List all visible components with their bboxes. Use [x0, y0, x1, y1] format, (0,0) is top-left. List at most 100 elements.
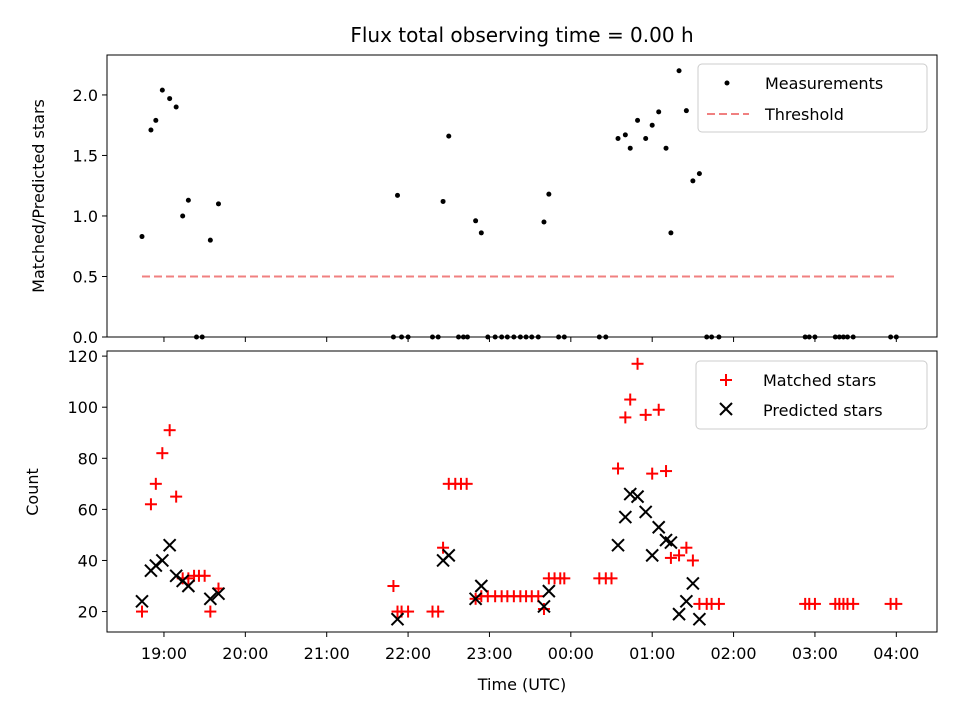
- predicted-star-point: [623, 487, 637, 501]
- top-legend: Measurements Threshold: [697, 63, 928, 133]
- predicted-star-d2: [618, 510, 633, 524]
- predicted-star-point: [181, 579, 196, 593]
- matched-star-point: [680, 541, 693, 554]
- bottom-y-tick-label: 80: [78, 449, 98, 468]
- predicted-star-point: [638, 505, 653, 519]
- predicted-star-d2: [203, 592, 218, 606]
- predicted-star-d2: [651, 520, 666, 534]
- predicted-star-point: [651, 520, 666, 534]
- predicted-star-d2: [645, 548, 659, 563]
- bottom-y-tick-label: 120: [67, 347, 98, 366]
- measurement-point: [215, 201, 221, 207]
- x-tick-label: 20:00: [222, 644, 268, 663]
- predicted-star-d2: [611, 538, 625, 552]
- measurement-point: [159, 87, 165, 93]
- predicted-star-point: [630, 489, 645, 504]
- chart-title: Flux total observing time = 0.00 h: [350, 23, 693, 47]
- bottom-y-tick-label: 40: [78, 551, 98, 570]
- matched-star-point: [646, 467, 659, 480]
- predicted-star-point: [162, 538, 177, 552]
- measurement-point: [622, 132, 628, 138]
- bottom-legend-box: [695, 360, 928, 430]
- x-tick-label: 22:00: [385, 644, 431, 663]
- matched-star-point: [156, 447, 169, 460]
- predicted-star-point: [542, 584, 556, 598]
- matched-star-point: [387, 580, 400, 593]
- measurement-point: [615, 136, 621, 142]
- top-legend-box: [697, 63, 928, 133]
- matched-star-point: [204, 605, 217, 618]
- matched-star-point: [537, 603, 550, 616]
- measurement-point: [395, 192, 400, 198]
- matched-star-point: [808, 597, 821, 610]
- measurement-point: [207, 237, 213, 243]
- predicted-star-d2: [686, 576, 700, 591]
- measurement-point: [148, 127, 154, 133]
- top-y-tick-label: 2.0: [73, 86, 98, 105]
- matched-star-point: [847, 597, 860, 610]
- predicted-star-point: [155, 553, 170, 568]
- legend-predicted-label: Predicted stars: [763, 401, 883, 420]
- top-axes-frame: [106, 54, 938, 338]
- bottom-x-ticks: 19:00 20:00 21:00 22:00 23:00 00:00 01:00 02:00…: [141, 632, 919, 663]
- measurement-point: [696, 171, 702, 177]
- measurement-point: [643, 136, 649, 142]
- predicted-star-d2: [542, 584, 556, 598]
- matched-star-point: [890, 597, 903, 610]
- bottom-y-tick-label: 60: [78, 500, 98, 519]
- predicted-star-point: [686, 576, 700, 591]
- counts-panel: Count Time (UTC) 20 40 60 80 100 120 19:00 20:…: [23, 347, 938, 694]
- predicted-star-point: [203, 592, 218, 606]
- predicted-star-d2: [638, 505, 653, 519]
- top-y-tick-label: 0.0: [73, 328, 98, 347]
- predicted-star-d2: [135, 594, 149, 609]
- matched-star-point: [163, 424, 176, 437]
- predicted-star-d2: [623, 487, 637, 501]
- matched-star-point: [660, 465, 673, 478]
- predicted-star-point: [611, 538, 625, 552]
- legend-threshold-label: Threshold: [764, 105, 844, 124]
- legend-measurements-label: Measurements: [765, 74, 883, 93]
- measurement-point: [180, 213, 186, 219]
- predicted-star-d2: [474, 579, 489, 593]
- bottom-y-axis-label: Count: [23, 468, 42, 516]
- matched-star-point: [402, 605, 415, 618]
- measurement-point: [153, 117, 159, 123]
- measurement-point: [627, 145, 633, 151]
- legend-predicted-marker: [719, 402, 733, 416]
- matched-star-point: [639, 408, 652, 421]
- predicted-star-d2: [692, 612, 707, 626]
- predicted-star-d2: [630, 489, 645, 504]
- predicted-star-point: [672, 607, 686, 621]
- predicted-star-d2: [468, 592, 483, 606]
- x-tick-label: 23:00: [466, 644, 512, 663]
- predicted-star-point: [537, 599, 551, 614]
- measurement-point: [173, 104, 179, 110]
- bottom-y-ticks: 20 40 60 80 100 120: [67, 347, 107, 622]
- measurement-point: [668, 230, 674, 236]
- matched-star-point: [170, 490, 183, 503]
- top-y-tick-label: 0.5: [73, 267, 98, 286]
- matched-star-point: [149, 477, 162, 490]
- predicted-star-d2: [679, 594, 694, 609]
- measurement-point: [663, 145, 669, 151]
- legend-matched-label: Matched stars: [763, 371, 876, 390]
- matched-star-point: [135, 605, 148, 618]
- predicted-star-d2: [442, 548, 456, 563]
- measurement-point: [656, 109, 662, 115]
- matched-star-point: [673, 549, 686, 562]
- predicted-star-point: [679, 594, 694, 609]
- x-tick-label: 19:00: [141, 644, 187, 663]
- matched-star-point: [437, 541, 450, 554]
- measurement-point: [676, 68, 682, 74]
- flux-ratio-panel: Flux total observing time = 0.00 h Match…: [29, 23, 938, 347]
- bottom-plot-area: [135, 357, 903, 626]
- measurement-point: [546, 191, 552, 197]
- predicted-star-point: [692, 612, 707, 626]
- predicted-star-d2: [155, 553, 170, 568]
- top-y-ticks: 0.0 0.5 1.0 1.5 2.0: [73, 86, 107, 347]
- predicted-star-d2: [390, 612, 405, 626]
- matched-star-point: [624, 393, 637, 406]
- matched-star-point: [612, 462, 625, 475]
- bottom-y-tick-label: 20: [78, 603, 98, 622]
